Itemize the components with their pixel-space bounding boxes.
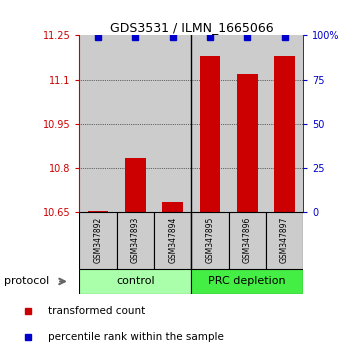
Bar — [117, 35, 154, 212]
Title: GDS3531 / ILMN_1665066: GDS3531 / ILMN_1665066 — [109, 21, 273, 34]
Bar — [154, 212, 191, 269]
Bar — [88, 211, 108, 212]
Bar — [266, 212, 303, 269]
Bar — [229, 35, 266, 212]
Text: GSM347893: GSM347893 — [131, 216, 140, 263]
Text: GSM347895: GSM347895 — [205, 216, 214, 263]
Bar — [191, 269, 303, 294]
Text: GSM347892: GSM347892 — [93, 216, 103, 263]
Bar — [191, 212, 229, 269]
Bar — [117, 212, 154, 269]
Bar — [191, 35, 229, 212]
Text: control: control — [116, 276, 155, 286]
Text: PRC depletion: PRC depletion — [208, 276, 286, 286]
Bar — [125, 158, 145, 212]
Text: GSM347897: GSM347897 — [280, 216, 289, 263]
Bar — [162, 202, 183, 212]
Text: GSM347894: GSM347894 — [168, 216, 177, 263]
Bar — [79, 212, 117, 269]
Text: percentile rank within the sample: percentile rank within the sample — [48, 332, 224, 342]
Bar — [79, 269, 191, 294]
Bar — [237, 74, 257, 212]
Text: protocol: protocol — [4, 276, 49, 286]
Bar — [266, 35, 303, 212]
Bar — [229, 212, 266, 269]
Text: GSM347896: GSM347896 — [243, 216, 252, 263]
Bar — [79, 35, 117, 212]
Text: transformed count: transformed count — [48, 306, 145, 316]
Bar — [274, 56, 295, 212]
Bar — [154, 35, 191, 212]
Bar — [200, 56, 220, 212]
